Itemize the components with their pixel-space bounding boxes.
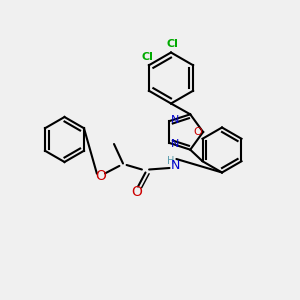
Text: N: N	[171, 159, 180, 172]
Text: N: N	[171, 140, 179, 149]
Text: Cl: Cl	[142, 52, 153, 62]
Text: O: O	[193, 127, 202, 137]
Text: N: N	[171, 115, 179, 124]
Text: H: H	[167, 155, 175, 166]
Text: O: O	[131, 185, 142, 199]
Text: Cl: Cl	[167, 39, 178, 49]
Text: O: O	[95, 169, 106, 182]
